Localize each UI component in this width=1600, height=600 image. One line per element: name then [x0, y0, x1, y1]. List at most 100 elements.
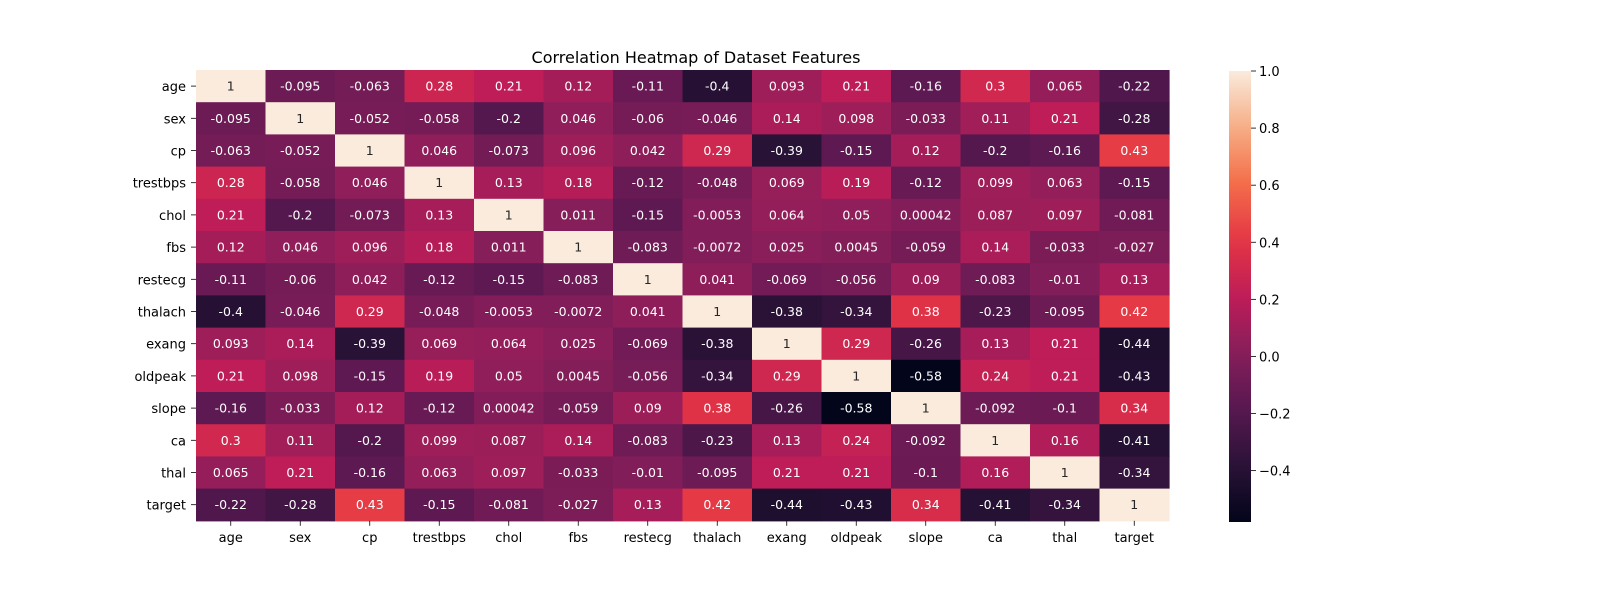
cell-value-label: 1	[1061, 465, 1069, 480]
cell-value-label: 0.13	[1120, 272, 1148, 287]
heatmap-cell-age-slope	[891, 70, 962, 103]
cell-value-label: -0.083	[628, 433, 668, 448]
cell-value-label: -0.0072	[693, 240, 741, 255]
heatmap-cell-slope-sex	[265, 392, 336, 425]
heatmap-cell-slope-exang	[752, 392, 823, 425]
heatmap-cell-age-sex	[265, 70, 336, 103]
cell-value-label: -0.41	[979, 497, 1011, 512]
cell-value-label: 0.05	[495, 368, 523, 383]
cell-value-label: -0.092	[975, 401, 1015, 416]
heatmap-cell-restecg-trestbps	[404, 263, 475, 296]
heatmap-cell-exang-fbs	[543, 327, 614, 361]
heatmap-cell-slope-age	[196, 392, 267, 425]
cell-value-label: 0.098	[282, 368, 318, 383]
heatmap-cell-chol-fbs	[543, 198, 614, 232]
cell-value-label: 0.09	[912, 272, 940, 287]
cell-value-label: 0.042	[630, 143, 666, 158]
cell-value-label: -0.12	[423, 401, 455, 416]
heatmap-cell-restecg-target	[1099, 263, 1170, 296]
cell-value-label: -0.056	[628, 368, 668, 383]
cell-value-label: -0.063	[211, 143, 251, 158]
cell-value-label: 0.046	[560, 111, 596, 126]
cell-value-label: 1	[783, 336, 791, 351]
heatmap-cell-ca-chol	[474, 424, 545, 457]
cell-value-label: -0.095	[211, 111, 251, 126]
heatmap-cell-thalach-chol	[474, 295, 545, 329]
cell-value-label: 0.046	[421, 143, 457, 158]
cell-value-label: 0.19	[425, 368, 453, 383]
cell-value-label: -0.033	[558, 465, 598, 480]
cell-value-label: 0.16	[981, 465, 1009, 480]
cell-value-label: 0.34	[1120, 401, 1148, 416]
colorbar-tick-label: 0.0	[1259, 350, 1280, 365]
heatmap-cell-age-exang	[752, 70, 823, 103]
cell-value-label: -0.2	[983, 143, 1007, 158]
y-tick-label: exang	[146, 338, 186, 353]
heatmap-cell-oldpeak-cp	[335, 359, 406, 393]
heatmap-cell-trestbps-target	[1099, 166, 1170, 200]
heatmap-cell-fbs-fbs	[543, 231, 614, 264]
cell-value-label: 1	[991, 433, 999, 448]
heatmap-cell-age-ca	[960, 70, 1031, 103]
cell-value-label: -0.12	[632, 175, 664, 190]
x-tick-label: slope	[908, 531, 943, 546]
heatmap-cell-exang-cp	[335, 327, 406, 361]
cell-value-label: 0.38	[703, 401, 731, 416]
cell-value-label: 0.042	[352, 272, 388, 287]
heatmap-cell-oldpeak-exang	[752, 359, 823, 393]
heatmap-cell-oldpeak-age	[196, 359, 267, 393]
cell-value-label: -0.4	[219, 304, 243, 319]
heatmap-cell-chol-sex	[265, 198, 336, 232]
x-tick-label: cp	[362, 531, 377, 546]
heatmap-cell-exang-ca	[960, 327, 1031, 361]
cell-value-label: -0.11	[215, 272, 247, 287]
cell-value-label: 0.011	[491, 240, 527, 255]
heatmap-cell-restecg-slope	[891, 263, 962, 296]
cell-value-label: 0.13	[634, 497, 662, 512]
cell-value-label: 0.041	[630, 304, 666, 319]
heatmap-cell-sex-thal	[1030, 102, 1101, 135]
cell-value-label: 0.097	[491, 465, 527, 480]
heatmap-cell-trestbps-restecg	[613, 166, 684, 200]
heatmap-cell-oldpeak-restecg	[613, 359, 684, 393]
cell-value-label: 0.24	[842, 433, 870, 448]
cell-value-label: -0.26	[910, 336, 942, 351]
heatmap-cell-chol-thalach	[682, 198, 753, 232]
heatmap-cell-exang-age	[196, 327, 267, 361]
y-tick-label: thal	[161, 467, 186, 482]
heatmap-cell-oldpeak-slope	[891, 359, 962, 393]
heatmap-cell-restecg-thal	[1030, 263, 1101, 296]
heatmap-cell-chol-restecg	[613, 198, 684, 232]
cell-value-label: 0.096	[352, 240, 388, 255]
heatmap-cell-slope-cp	[335, 392, 406, 425]
cell-value-label: 0.21	[495, 79, 523, 94]
cell-value-label: 1	[435, 175, 443, 190]
cell-value-label: -0.0072	[554, 304, 602, 319]
y-tick-label: trestbps	[133, 177, 187, 192]
heatmap-cell-target-chol	[474, 488, 545, 522]
heatmap-cell-oldpeak-ca	[960, 359, 1031, 393]
heatmap-cell-restecg-age	[196, 263, 267, 296]
heatmap-cell-ca-age	[196, 424, 267, 457]
heatmap-cell-chol-ca	[960, 198, 1031, 232]
heatmap-cell-exang-restecg	[613, 327, 684, 361]
heatmap-cell-ca-ca	[960, 424, 1031, 457]
cell-value-label: 0.21	[1051, 111, 1079, 126]
heatmap-cell-cp-thalach	[682, 134, 753, 168]
heatmap-cell-thalach-sex	[265, 295, 336, 329]
heatmap-cell-thal-oldpeak	[821, 456, 892, 490]
heatmap-cell-cp-cp	[335, 134, 406, 168]
colorbar-tick-label: 0.8	[1259, 122, 1280, 137]
heatmap-cell-oldpeak-trestbps	[404, 359, 475, 393]
heatmap-cell-thal-cp	[335, 456, 406, 490]
y-tick-label: cp	[171, 145, 186, 160]
cell-value-label: 0.38	[912, 304, 940, 319]
heatmap-cell-cp-chol	[474, 134, 545, 168]
heatmap-cell-trestbps-fbs	[543, 166, 614, 200]
cell-value-label: -0.16	[910, 79, 942, 94]
cell-value-label: 1	[574, 240, 582, 255]
cell-value-label: -0.048	[697, 175, 737, 190]
heatmap-cell-ca-slope	[891, 424, 962, 457]
heatmap-cell-target-exang	[752, 488, 823, 522]
heatmap-cell-sex-trestbps	[404, 102, 475, 135]
